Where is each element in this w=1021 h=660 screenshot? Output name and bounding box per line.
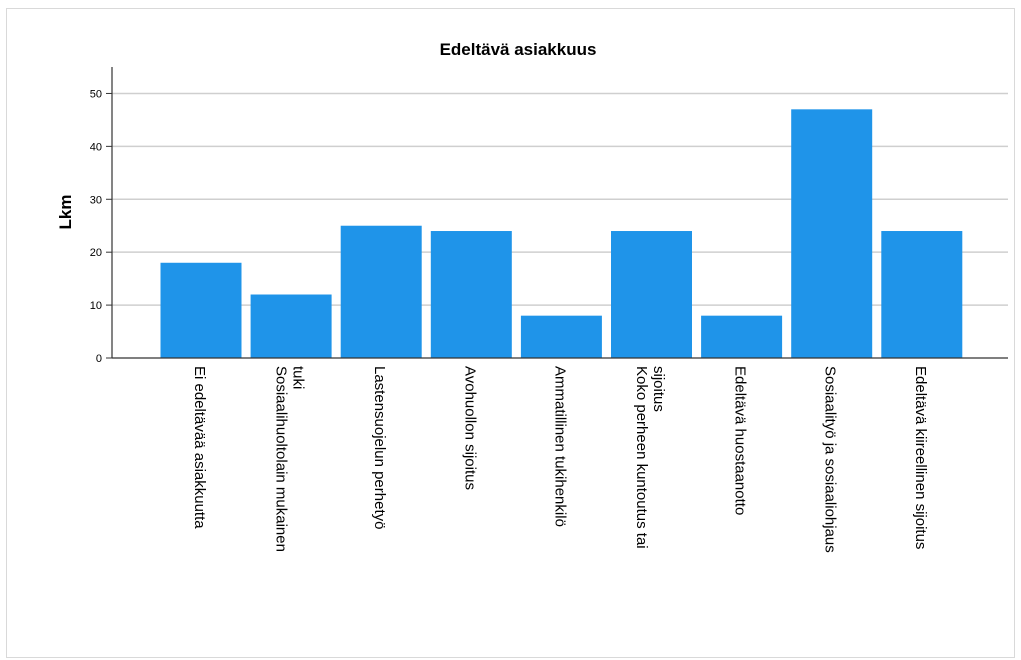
bar-1	[250, 294, 332, 358]
x-tick-label: Sosiaalihuoltolain mukainen	[273, 366, 290, 552]
x-tick-label: Koko perheen kuntoutus tai	[633, 366, 650, 549]
x-tick-label: tuki	[290, 366, 307, 389]
x-tick-label: Edeltävä huostaanotto	[732, 366, 749, 515]
bar-7	[791, 109, 873, 358]
bar-5	[611, 231, 692, 358]
bars	[160, 109, 963, 358]
x-tick-label: sijoitus	[650, 366, 667, 412]
x-tick-label: Sosiaalityö ja sosiaaliohjaus	[822, 366, 839, 553]
y-axis-label: Lkm	[56, 195, 75, 230]
bar-6	[701, 315, 783, 358]
y-tick-label: 10	[90, 300, 102, 312]
y-tick-label: 30	[90, 194, 102, 206]
y-tick-label: 20	[90, 247, 102, 259]
y-tick-label: 50	[90, 88, 102, 100]
bar-2	[340, 225, 422, 358]
x-axis-ticks: Ei edeltävää asiakkuutta Sosiaalihuoltola…	[191, 366, 929, 553]
chart-title: Edeltävä asiakkuus	[440, 40, 597, 59]
bar-8	[881, 231, 963, 358]
gridlines	[112, 92, 1008, 306]
axes	[111, 67, 1008, 359]
bar-0	[160, 262, 242, 358]
bar-4	[520, 315, 602, 358]
y-tick-label: 40	[90, 141, 102, 153]
x-tick-label: Ei edeltävää asiakkuutta	[191, 366, 208, 529]
x-tick-label: Ammatillinen tukihenkilö	[551, 366, 568, 527]
bar-3	[430, 231, 512, 358]
y-tick-label: 0	[96, 353, 102, 365]
x-tick-label: Edeltävä kiireellinen sijoitus	[912, 366, 929, 549]
x-tick-label: Avohuollon sijoitus	[461, 366, 478, 490]
x-tick-label: Lastensuojelun perhetyö	[371, 366, 388, 529]
y-axis-ticks: 0 10 20 30 40 50	[90, 88, 112, 365]
